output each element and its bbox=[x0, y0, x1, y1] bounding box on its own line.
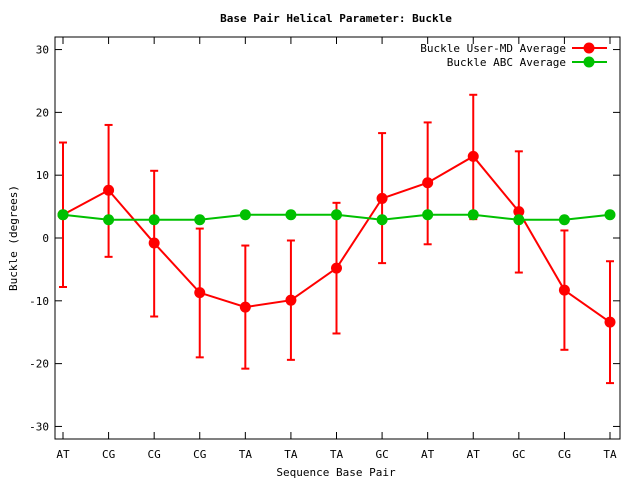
data-point bbox=[422, 209, 434, 221]
x-tick-label: CG bbox=[148, 448, 161, 461]
data-point bbox=[285, 209, 297, 221]
y-tick-label: -30 bbox=[29, 420, 49, 433]
data-point bbox=[513, 206, 525, 218]
data-point bbox=[103, 184, 115, 196]
series-layer bbox=[57, 93, 616, 385]
x-tick-label: TA bbox=[284, 448, 298, 461]
x-tick-label: TA bbox=[603, 448, 617, 461]
legend-label: Buckle ABC Average bbox=[447, 56, 566, 69]
data-point bbox=[148, 237, 160, 249]
x-axis-label: Sequence Base Pair bbox=[276, 466, 396, 479]
data-point bbox=[376, 214, 388, 226]
y-tick-label: -10 bbox=[29, 295, 49, 308]
data-point bbox=[194, 287, 206, 299]
x-tick-label: CG bbox=[558, 448, 571, 461]
x-tick-label: CG bbox=[102, 448, 115, 461]
x-axis: AT CG CG CG TA TA TA GC AT AT GC CG TA bbox=[56, 37, 617, 461]
chart-title: Base Pair Helical Parameter: Buckle bbox=[220, 12, 452, 25]
data-point bbox=[103, 214, 115, 226]
data-point bbox=[148, 214, 160, 226]
data-point bbox=[331, 262, 342, 274]
data-point bbox=[604, 316, 616, 328]
data-point bbox=[467, 209, 479, 221]
data-point bbox=[558, 214, 570, 226]
data-point bbox=[604, 209, 616, 221]
y-tick-label: 10 bbox=[36, 169, 49, 182]
data-point bbox=[57, 209, 69, 221]
data-point bbox=[194, 214, 206, 226]
y-tick-label: 0 bbox=[42, 232, 49, 245]
data-point bbox=[467, 150, 479, 162]
data-point bbox=[285, 294, 297, 306]
y-tick-label: -20 bbox=[29, 358, 49, 371]
x-tick-label: AT bbox=[467, 448, 481, 461]
data-point bbox=[331, 209, 342, 221]
data-point bbox=[239, 301, 251, 313]
series-1 bbox=[57, 93, 616, 385]
x-tick-label: GC bbox=[375, 448, 388, 461]
x-tick-label: AT bbox=[421, 448, 435, 461]
x-tick-label: GC bbox=[512, 448, 525, 461]
data-point bbox=[239, 209, 251, 221]
y-axis: 30 20 10 0 -10 -20 -30 bbox=[29, 44, 620, 433]
data-point bbox=[422, 177, 434, 189]
legend-marker bbox=[583, 56, 595, 68]
x-tick-label: TA bbox=[330, 448, 344, 461]
series-2 bbox=[57, 209, 616, 226]
data-point bbox=[376, 192, 388, 204]
data-point bbox=[513, 214, 525, 226]
x-tick-label: TA bbox=[239, 448, 253, 461]
y-axis-label: Buckle (degrees) bbox=[7, 185, 20, 291]
x-tick-label: CG bbox=[193, 448, 206, 461]
x-tick-label: AT bbox=[56, 448, 70, 461]
y-tick-label: 20 bbox=[36, 106, 49, 119]
legend-marker bbox=[583, 42, 595, 54]
data-point bbox=[558, 284, 570, 296]
y-tick-label: 30 bbox=[36, 44, 49, 57]
legend-label: Buckle User-MD Average bbox=[420, 42, 566, 55]
